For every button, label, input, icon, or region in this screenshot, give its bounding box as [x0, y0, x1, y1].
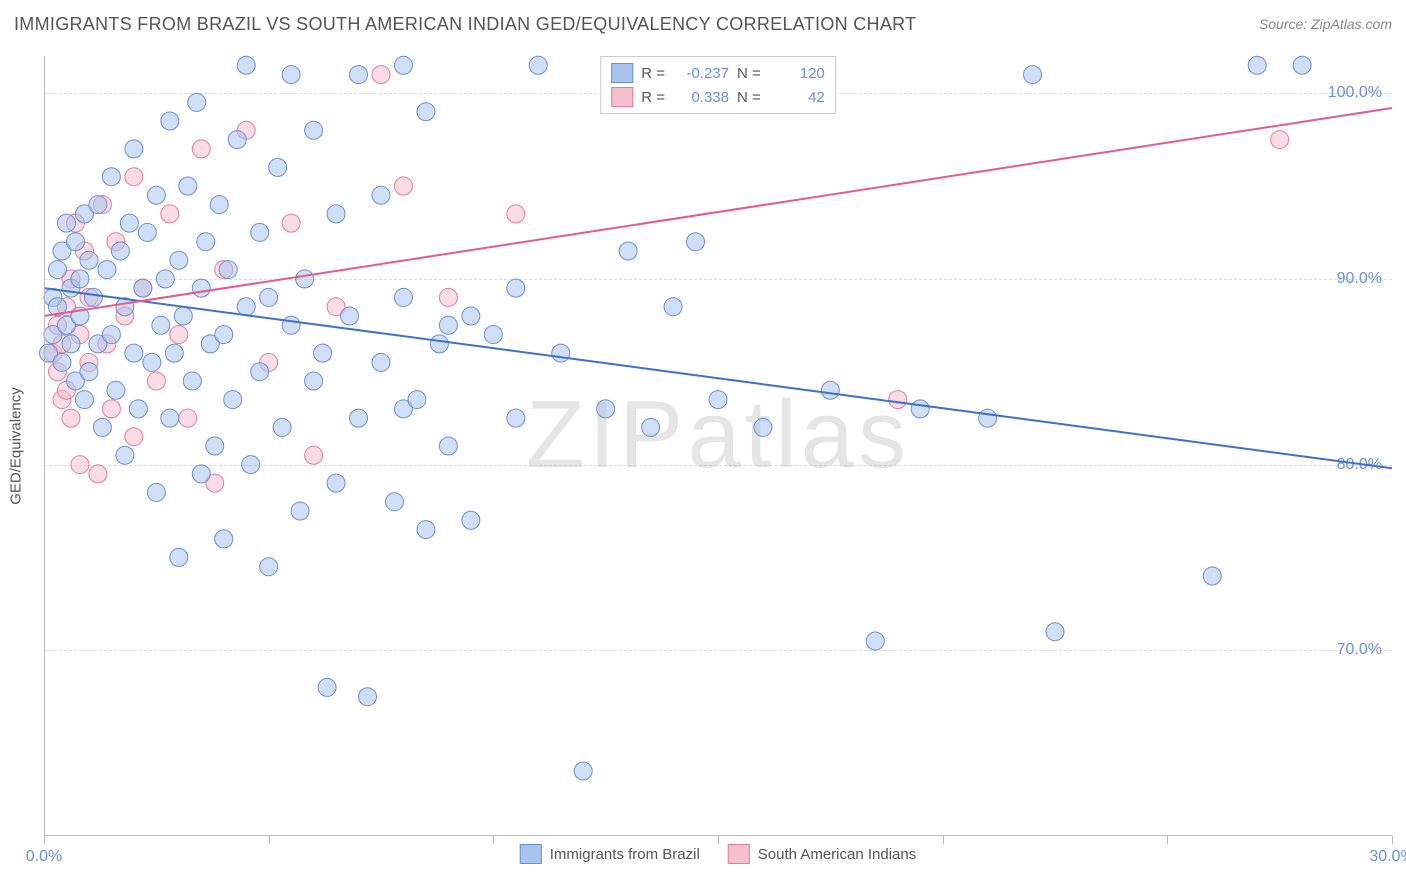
plot-border: [44, 56, 1392, 836]
legend-row-brazil: R = -0.237 N = 120: [611, 61, 825, 85]
y-axis-title: GED/Equivalency: [8, 387, 25, 505]
legend-item-brazil: Immigrants from Brazil: [520, 844, 700, 864]
x-tick: [493, 836, 494, 844]
legend-item-sai: South American Indians: [728, 844, 916, 864]
x-tick: [718, 836, 719, 844]
swatch-sai-icon: [728, 844, 750, 864]
x-tick-label: 0.0%: [26, 848, 62, 866]
chart-title: IMMIGRANTS FROM BRAZIL VS SOUTH AMERICAN…: [14, 14, 916, 35]
swatch-brazil: [611, 63, 633, 83]
legend-correlation: R = -0.237 N = 120 R = 0.338 N = 42: [600, 56, 836, 114]
x-tick: [44, 836, 45, 844]
legend-series: Immigrants from Brazil South American In…: [520, 844, 916, 864]
legend-row-sai: R = 0.338 N = 42: [611, 85, 825, 109]
source-label: Source: ZipAtlas.com: [1259, 16, 1392, 32]
x-tick: [1392, 836, 1393, 844]
x-tick: [943, 836, 944, 844]
x-tick: [1167, 836, 1168, 844]
x-tick-label: 30.0%: [1369, 848, 1406, 866]
swatch-brazil-icon: [520, 844, 542, 864]
plot-area: GED/Equivalency 70.0%80.0%90.0%100.0% ZI…: [44, 56, 1392, 836]
x-tick: [269, 836, 270, 844]
swatch-sai: [611, 87, 633, 107]
